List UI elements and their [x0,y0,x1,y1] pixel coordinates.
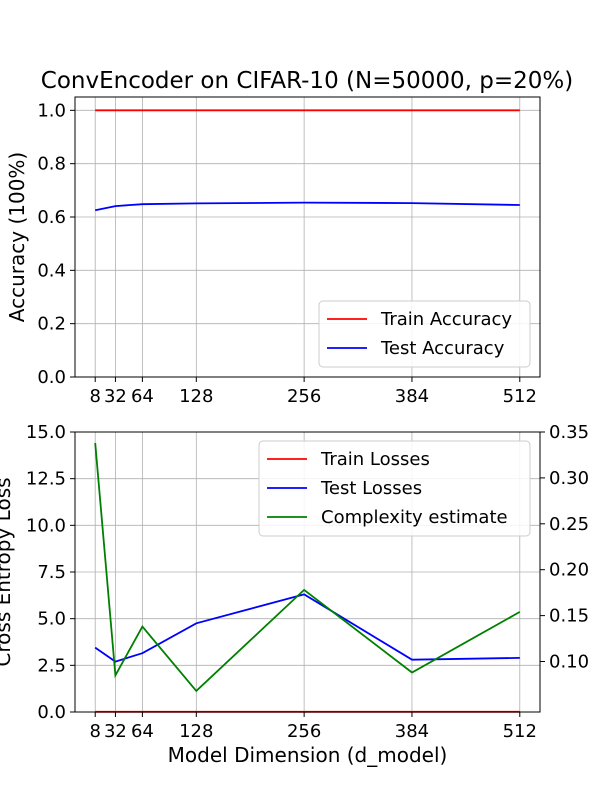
y2-tick-label: 0.35 [549,422,589,443]
accuracy-plot: 8 32 64 128 256 384 512 0.0 0.2 0.4 0.6 0.8 1.0 Accur… [5,96,541,407]
x-tick-label: 128 [179,721,213,742]
x-tick-label: 8 [89,721,100,742]
loss-plot: 8 32 64 128 256 384 512 0.0 2.5 5.0 7.5 10.0 12.5 15.… [0,422,589,767]
x-tick-label: 256 [287,721,321,742]
legend-entry: Train Accuracy [380,309,512,330]
x-tick-label: 256 [287,386,321,407]
y-tick-label: 10.0 [26,515,66,536]
series-line-test-losses [94,593,520,663]
y-axis-label: Accuracy (100%) [5,152,29,322]
legend-box [258,440,531,537]
y2-tick-label: 0.20 [549,560,589,581]
x-tick-label: 512 [503,386,537,407]
x-tick-label: 8 [89,386,100,407]
y-tick-label: 0.8 [37,154,66,175]
x-tick-label: 512 [503,721,537,742]
legend: Train Accuracy Test Accuracy [318,300,531,368]
y-tick-label: 0.0 [37,702,66,723]
legend-entry: Train Losses [320,449,430,470]
y2-tick-label: 0.25 [549,514,589,535]
legend-entry: Complexity estimate [321,507,508,528]
legend: Train Losses Test Losses Complexity estima… [258,440,531,537]
y-tick-label: 7.5 [37,562,66,583]
y-tick-label: 0.0 [37,367,66,388]
series-line-test-accuracy [95,201,520,212]
series-line-complexity-estimate [94,442,521,693]
x-tick-label: 32 [104,386,127,407]
y-tick-label: 2.5 [37,655,66,676]
y2-tick-label: 0.15 [549,606,589,627]
x-axis-label: Model Dimension (d_model) [168,743,448,767]
legend-box [318,300,531,368]
legend-entry: Test Losses [320,478,422,499]
y-tick-label: 12.5 [26,469,66,490]
y-tick-label: 0.4 [37,260,66,281]
x-tick-label: 128 [179,386,213,407]
y2-tick-label: 0.10 [549,652,589,673]
axes-frame [74,96,541,378]
x-tick-label: 64 [131,721,154,742]
x-tick-label: 64 [131,386,154,407]
legend-entry: Test Accuracy [380,338,505,359]
y-tick-label: 0.6 [37,207,66,228]
chart-title: ConvEncoder on CIFAR-10 (N=50000, p=20%) [41,68,573,94]
y-tick-label: 0.2 [37,314,66,335]
y2-tick-label: 0.30 [549,468,589,489]
y-tick-label: 1.0 [37,100,66,121]
x-tick-label: 384 [395,386,429,407]
y-axis-label: Cross Entropy Loss [0,477,15,666]
y-tick-label: 15.0 [26,422,66,443]
y-tick-label: 5.0 [37,609,66,630]
x-tick-label: 32 [104,721,127,742]
x-tick-label: 384 [395,721,429,742]
